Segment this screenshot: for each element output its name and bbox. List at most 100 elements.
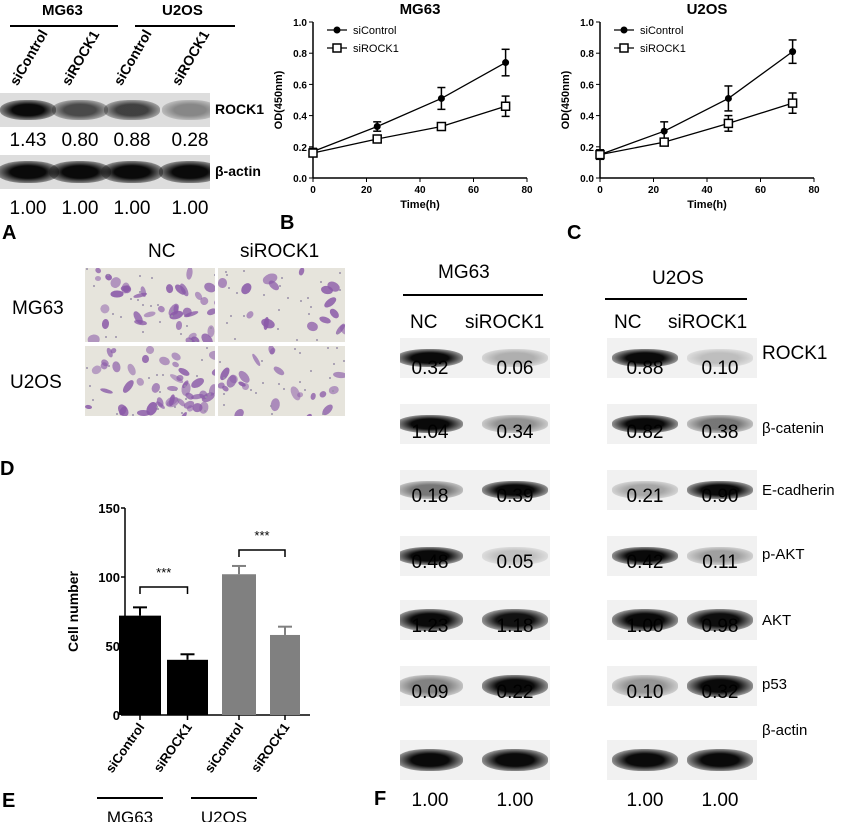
quant-value: 0.06 [496, 358, 534, 379]
pore [158, 321, 161, 324]
pore [179, 333, 182, 336]
legend-marker [332, 43, 342, 53]
significance-label: *** [156, 565, 171, 580]
stained-cell [185, 268, 193, 280]
band [612, 415, 678, 433]
panel-f-lane-nc: NC [410, 312, 438, 333]
data-point [660, 127, 668, 135]
chart-c-u2os: U2OS 0.0 0.2 0.4 0.6 0.8 1.0 0 20 40 60 80 Time(h) OD… [560, 1, 820, 211]
stained-cell [141, 354, 149, 364]
panel-f-lane-sirock1: siROCK1 [668, 312, 748, 333]
pore [89, 384, 92, 387]
data-point [789, 48, 797, 56]
quant-value: 0.18 [411, 486, 449, 507]
stained-cell [321, 295, 338, 311]
series-line-siROCK1 [312, 105, 506, 154]
stained-cell [244, 309, 255, 320]
pore [280, 277, 283, 280]
x-axis-label: Time(h) [687, 199, 727, 211]
pore [331, 389, 334, 392]
protein-label: p-AKT [762, 546, 805, 563]
panel-label-b: B [280, 212, 295, 234]
stained-cell [305, 412, 313, 416]
pore [261, 360, 264, 363]
pore [141, 331, 144, 334]
stained-cell [144, 310, 157, 319]
x-tick-label: siROCK1 [248, 720, 293, 775]
stained-cell [158, 355, 172, 367]
pore [178, 398, 181, 401]
y-tick-label: 0.0 [580, 174, 594, 185]
micrograph-u2os-sirock1 [218, 346, 345, 416]
data-point [372, 134, 382, 144]
panel-f-lane-nc: NC [614, 312, 642, 333]
bar-siControl [119, 615, 161, 715]
pore [262, 382, 265, 385]
pore [254, 392, 257, 395]
quant-value: 1.00 [626, 790, 664, 811]
pore [308, 312, 311, 315]
band [400, 349, 463, 367]
quant-value: 1.00 [171, 198, 209, 219]
quant-value: 0.32 [701, 682, 739, 703]
x-tick-label: siControl [102, 720, 147, 775]
blot-strip-u2os-ROCK1 [607, 338, 757, 378]
band [612, 749, 678, 771]
lane-label-sirock1: siROCK1 [168, 27, 213, 88]
pore [299, 381, 302, 384]
x-tick-label: siControl [201, 720, 246, 775]
y-tick-label: 0.2 [293, 143, 307, 154]
pore [228, 385, 231, 388]
stained-cell [175, 320, 183, 330]
data-point [723, 118, 734, 129]
micrograph-mg63-nc [85, 268, 215, 342]
stained-cell [93, 268, 103, 275]
band [162, 100, 210, 120]
panel-label-e: E [2, 790, 16, 812]
pore [243, 315, 246, 318]
y-axis-label: OD(450nm) [273, 70, 285, 129]
pore [319, 280, 322, 283]
quant-value: 1.23 [411, 616, 449, 637]
band [49, 161, 111, 183]
stained-cell [212, 297, 215, 308]
blot-strip-mg63-p53 [400, 666, 550, 706]
stained-cell [272, 364, 287, 377]
band [0, 161, 59, 183]
quant-value: 1.18 [496, 616, 534, 637]
pore [115, 336, 118, 339]
pore [222, 377, 225, 380]
pore [189, 340, 192, 342]
band [687, 415, 753, 433]
protein-label: β-actin [762, 722, 808, 739]
quant-value: 1.00 [701, 790, 739, 811]
pore [156, 407, 159, 410]
pore [303, 389, 306, 392]
band [482, 675, 548, 697]
pore [157, 303, 160, 306]
band [482, 749, 548, 771]
data-point [502, 59, 510, 67]
quant-value: 0.82 [626, 422, 664, 443]
quant-value: 0.09 [411, 682, 449, 703]
pore [279, 284, 282, 287]
pore [339, 288, 342, 291]
pore [300, 299, 303, 302]
group-label: MG63 [107, 808, 153, 822]
band [687, 749, 753, 771]
pore [108, 365, 111, 368]
quant-value: 1.04 [411, 422, 449, 443]
blot-strip-u2os-E-cadherin [607, 470, 757, 510]
pore [270, 405, 273, 408]
band [104, 100, 160, 120]
panel-f-lane-sirock1: siROCK1 [465, 312, 545, 333]
pore [262, 293, 265, 296]
pore [183, 385, 186, 388]
stained-cell [190, 375, 206, 390]
quant-value: 1.00 [61, 198, 99, 219]
stained-cell [298, 268, 305, 276]
pore [219, 361, 222, 364]
stained-cell [250, 352, 262, 368]
band [687, 609, 753, 631]
y-tick-label: 0.0 [293, 174, 307, 185]
